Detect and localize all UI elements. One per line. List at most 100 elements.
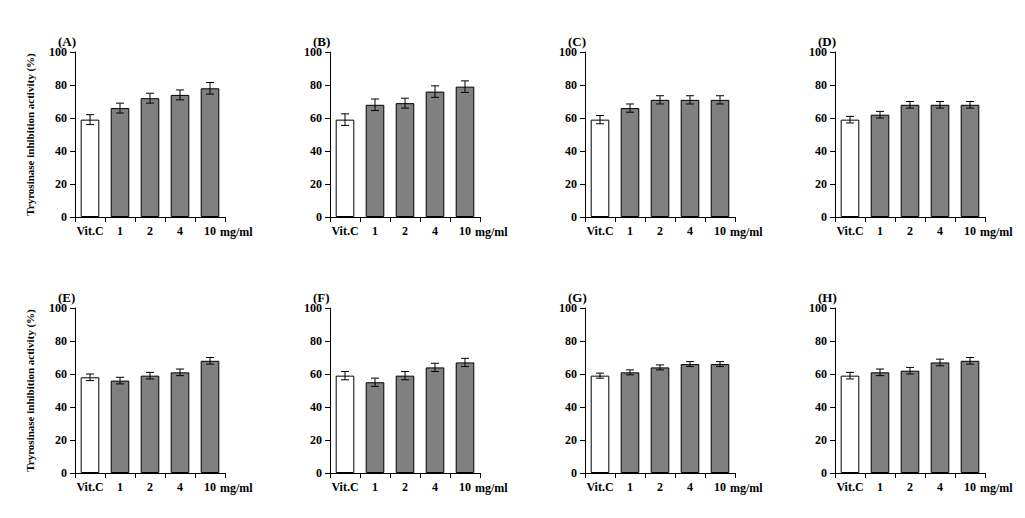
svg-text:60: 60 xyxy=(815,111,827,125)
svg-text:(G): (G) xyxy=(568,290,587,305)
svg-text:0: 0 xyxy=(316,466,322,480)
svg-text:Tryrosinase inhibition activit: Tryrosinase inhibition activity (%) xyxy=(24,309,37,472)
svg-text:10: 10 xyxy=(964,224,976,238)
svg-text:1: 1 xyxy=(877,480,883,494)
svg-text:mg/ml: mg/ml xyxy=(980,225,1013,239)
svg-text:40: 40 xyxy=(55,144,67,158)
svg-text:10: 10 xyxy=(459,480,471,494)
svg-text:4: 4 xyxy=(687,480,693,494)
svg-text:0: 0 xyxy=(821,210,827,224)
svg-text:Vit.C: Vit.C xyxy=(586,480,613,494)
svg-text:2: 2 xyxy=(907,224,913,238)
svg-text:60: 60 xyxy=(815,367,827,381)
svg-text:60: 60 xyxy=(565,367,577,381)
svg-text:2: 2 xyxy=(657,480,663,494)
svg-text:40: 40 xyxy=(565,400,577,414)
svg-text:4: 4 xyxy=(937,480,943,494)
svg-text:1: 1 xyxy=(372,480,378,494)
svg-text:2: 2 xyxy=(147,224,153,238)
svg-text:100: 100 xyxy=(304,45,322,59)
svg-text:60: 60 xyxy=(310,367,322,381)
svg-text:20: 20 xyxy=(815,433,827,447)
svg-text:1: 1 xyxy=(627,224,633,238)
svg-text:Vit.C: Vit.C xyxy=(331,480,358,494)
svg-text:0: 0 xyxy=(821,466,827,480)
svg-text:mg/ml: mg/ml xyxy=(220,481,253,495)
svg-text:10: 10 xyxy=(204,224,216,238)
svg-text:10: 10 xyxy=(459,224,471,238)
svg-text:4: 4 xyxy=(432,480,438,494)
svg-text:80: 80 xyxy=(310,334,322,348)
svg-text:0: 0 xyxy=(571,210,577,224)
svg-text:1: 1 xyxy=(117,480,123,494)
svg-text:mg/ml: mg/ml xyxy=(475,225,508,239)
svg-text:10: 10 xyxy=(714,480,726,494)
svg-text:mg/ml: mg/ml xyxy=(730,225,763,239)
svg-text:40: 40 xyxy=(310,144,322,158)
svg-text:Vit.C: Vit.C xyxy=(331,224,358,238)
svg-text:80: 80 xyxy=(55,334,67,348)
svg-text:1: 1 xyxy=(877,224,883,238)
svg-text:100: 100 xyxy=(49,45,67,59)
svg-text:60: 60 xyxy=(55,111,67,125)
svg-text:4: 4 xyxy=(177,480,183,494)
svg-text:1: 1 xyxy=(372,224,378,238)
svg-text:40: 40 xyxy=(310,400,322,414)
svg-text:(A): (A) xyxy=(58,34,76,49)
svg-text:(H): (H) xyxy=(818,290,837,305)
svg-text:2: 2 xyxy=(657,224,663,238)
svg-text:Vit.C: Vit.C xyxy=(586,224,613,238)
svg-text:(C): (C) xyxy=(568,34,586,49)
svg-text:Vit.C: Vit.C xyxy=(76,224,103,238)
svg-text:20: 20 xyxy=(55,433,67,447)
svg-text:2: 2 xyxy=(402,224,408,238)
svg-text:80: 80 xyxy=(565,334,577,348)
svg-text:Tryrosinase inhibition activit: Tryrosinase inhibition activity (%) xyxy=(24,53,37,216)
svg-text:(F): (F) xyxy=(313,290,330,305)
svg-text:4: 4 xyxy=(687,224,693,238)
svg-text:1: 1 xyxy=(627,480,633,494)
svg-text:4: 4 xyxy=(432,224,438,238)
svg-text:80: 80 xyxy=(565,78,577,92)
svg-text:Vit.C: Vit.C xyxy=(836,480,863,494)
svg-text:60: 60 xyxy=(310,111,322,125)
svg-text:80: 80 xyxy=(815,78,827,92)
svg-text:2: 2 xyxy=(907,480,913,494)
svg-text:0: 0 xyxy=(571,466,577,480)
svg-text:20: 20 xyxy=(310,433,322,447)
svg-text:60: 60 xyxy=(565,111,577,125)
svg-text:40: 40 xyxy=(55,400,67,414)
svg-text:10: 10 xyxy=(964,480,976,494)
svg-text:80: 80 xyxy=(310,78,322,92)
svg-text:10: 10 xyxy=(204,480,216,494)
svg-text:mg/ml: mg/ml xyxy=(980,481,1013,495)
svg-text:(D): (D) xyxy=(818,34,836,49)
svg-text:80: 80 xyxy=(815,334,827,348)
svg-text:20: 20 xyxy=(310,177,322,191)
svg-text:mg/ml: mg/ml xyxy=(475,481,508,495)
svg-text:40: 40 xyxy=(815,144,827,158)
svg-text:40: 40 xyxy=(815,400,827,414)
svg-text:80: 80 xyxy=(55,78,67,92)
svg-text:0: 0 xyxy=(61,210,67,224)
svg-text:20: 20 xyxy=(815,177,827,191)
svg-text:2: 2 xyxy=(402,480,408,494)
svg-text:40: 40 xyxy=(565,144,577,158)
svg-text:Vit.C: Vit.C xyxy=(836,224,863,238)
svg-text:60: 60 xyxy=(55,367,67,381)
svg-text:2: 2 xyxy=(147,480,153,494)
svg-text:4: 4 xyxy=(177,224,183,238)
svg-text:0: 0 xyxy=(61,466,67,480)
svg-text:(B): (B) xyxy=(313,34,330,49)
svg-text:20: 20 xyxy=(565,433,577,447)
svg-text:(E): (E) xyxy=(58,290,75,305)
svg-text:4: 4 xyxy=(937,224,943,238)
svg-text:mg/ml: mg/ml xyxy=(730,481,763,495)
svg-text:20: 20 xyxy=(55,177,67,191)
svg-text:0: 0 xyxy=(316,210,322,224)
svg-text:10: 10 xyxy=(714,224,726,238)
svg-text:20: 20 xyxy=(565,177,577,191)
svg-text:mg/ml: mg/ml xyxy=(220,225,253,239)
svg-text:Vit.C: Vit.C xyxy=(76,480,103,494)
svg-text:1: 1 xyxy=(117,224,123,238)
